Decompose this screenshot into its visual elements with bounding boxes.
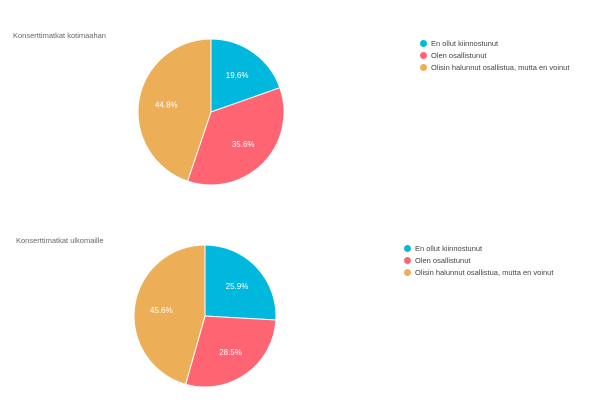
legend-swatch <box>404 245 411 253</box>
legend-label: En ollut kiinnostunut <box>431 39 499 49</box>
chart-title-1: Konserttimatkat kotimaahan <box>13 31 106 40</box>
legend-label: En ollut kiinnostunut <box>415 244 483 254</box>
legend-label: Olisin halunnut osallistua, mutta en voi… <box>431 62 570 72</box>
legend-item[interactable]: Olisin halunnut osallistua, mutta en voi… <box>420 61 569 73</box>
legend-item[interactable]: Olisin halunnut osallistua, mutta en voi… <box>404 266 553 278</box>
pie-slice[interactable] <box>185 315 277 388</box>
legend-label: Olen osallistunut <box>415 256 471 266</box>
legend-item[interactable]: En ollut kiinnostunut <box>404 243 553 255</box>
legend-1: En ollut kiinnostunut Olen osallistunut Ol… <box>420 38 569 73</box>
slice-label: 44.8% <box>155 101 178 110</box>
pie-slice[interactable] <box>133 244 206 385</box>
slice-label: 19.6% <box>226 71 249 80</box>
chart-title-2: Konserttimatkat ulkomaille <box>16 236 104 245</box>
legend-2: En ollut kiinnostunut Olen osallistunut Ol… <box>404 243 553 278</box>
legend-swatch <box>420 52 427 60</box>
slice-label: 45.6% <box>150 306 173 315</box>
legend-label: Olisin halunnut osallistua, mutta en voi… <box>415 267 554 277</box>
pie-slice[interactable] <box>137 38 212 182</box>
slice-label: 28.5% <box>219 348 242 357</box>
pie-slice[interactable] <box>204 244 277 321</box>
legend-item[interactable]: Olen osallistunut <box>420 50 569 62</box>
slice-label: 25.9% <box>226 282 249 291</box>
slice-label: 35.6% <box>232 140 255 149</box>
legend-item[interactable]: En ollut kiinnostunut <box>420 38 569 50</box>
pie-slice[interactable] <box>186 87 285 186</box>
legend-swatch <box>420 40 427 48</box>
legend-swatch <box>420 63 427 71</box>
legend-item[interactable]: Olen osallistunut <box>404 255 553 267</box>
legend-swatch <box>404 268 411 276</box>
legend-label: Olen osallistunut <box>431 51 487 61</box>
legend-swatch <box>404 257 411 265</box>
